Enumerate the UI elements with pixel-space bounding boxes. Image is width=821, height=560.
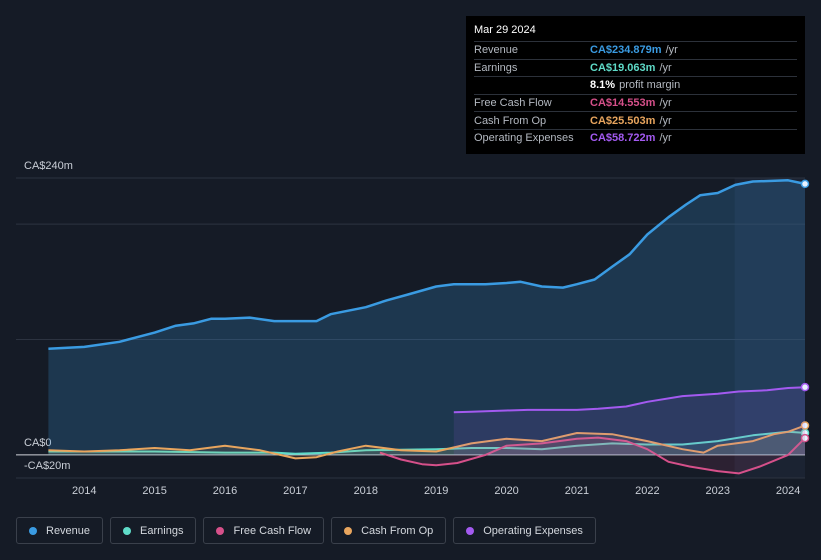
legend-label: Earnings <box>140 524 184 537</box>
tooltip-row: Free Cash Flow CA$14.553m/yr <box>474 93 797 112</box>
tooltip-row: Earnings CA$19.063m/yr <box>474 58 797 77</box>
series-area <box>48 180 805 455</box>
x-tick-label: 2024 <box>776 485 800 497</box>
tooltip-value: CA$14.553m <box>590 97 656 110</box>
x-tick-label: 2014 <box>72 485 96 497</box>
x-tick-label: 2017 <box>283 485 307 497</box>
x-tick-label: 2019 <box>424 485 448 497</box>
tooltip-value: 8.1% <box>590 79 616 92</box>
legend-label: Operating Expenses <box>483 524 583 537</box>
x-tick-label: 2015 <box>142 485 166 497</box>
legend: Revenue Earnings Free Cash Flow Cash From O… <box>16 517 596 544</box>
legend-swatch <box>123 526 132 535</box>
tooltip-row: Revenue CA$234.879m/yr <box>474 41 797 59</box>
tooltip-label: Free Cash Flow <box>474 97 552 110</box>
series-area <box>48 425 805 459</box>
x-tick-label: 2023 <box>705 485 729 497</box>
x-tick-label: 2022 <box>635 485 659 497</box>
tooltip-date: Mar 29 2024 <box>474 24 536 36</box>
x-tick-label: 2018 <box>354 485 378 497</box>
tooltip-value: CA$19.063m <box>590 61 656 74</box>
tooltip-row: Operating Expenses CA$58.722m/yr <box>474 128 797 147</box>
tooltip-unit: /yr <box>659 132 672 145</box>
tooltip-unit: /yr <box>659 97 672 110</box>
tooltip-label: Revenue <box>474 44 519 57</box>
series-line <box>453 386 806 414</box>
legend-item[interactable]: Operating Expenses <box>453 517 596 544</box>
y-tick-label: -CA$20m <box>24 460 70 472</box>
tooltip-label: Operating Expenses <box>474 132 574 145</box>
legend-swatch <box>29 526 37 535</box>
legend-label: Cash From Op <box>361 524 434 537</box>
chart: CA$240m CA$0 -CA$20m 2014 2015 2016 2017 2018 20… <box>16 160 810 497</box>
series-area <box>453 387 805 455</box>
series-area <box>48 431 805 455</box>
tooltip-unit: /yr <box>659 114 672 127</box>
tooltip-label: Earnings <box>474 61 518 74</box>
legend-item[interactable]: Cash From Op <box>331 517 447 544</box>
legend-item[interactable]: Free Cash Flow <box>203 517 325 544</box>
legend-swatch <box>216 526 225 535</box>
tooltip-value: CA$234.879m <box>590 44 662 57</box>
x-tick-label: 2021 <box>565 485 589 497</box>
tooltip-unit: /yr <box>659 61 672 74</box>
series-line <box>379 436 806 475</box>
tooltip-label: Cash From Op <box>474 114 547 127</box>
end-point <box>800 179 810 189</box>
tooltip-value: CA$25.503m <box>590 114 656 127</box>
x-tick-label: 2016 <box>213 485 237 497</box>
legend-item[interactable]: Revenue <box>16 517 104 544</box>
y-tick-label: CA$0 <box>24 437 52 449</box>
tooltip: Mar 29 2024 Revenue CA$234.879m/yr Earning… <box>466 16 805 154</box>
tooltip-unit: /yr <box>665 44 678 57</box>
end-point <box>800 382 810 392</box>
legend-label: Free Cash Flow <box>233 524 312 537</box>
series-line <box>48 424 806 460</box>
tooltip-value: CA$58.722m <box>590 132 656 145</box>
tooltip-row: 8.1% profit margin <box>474 76 797 94</box>
highlight-band <box>734 178 805 478</box>
tooltip-unit: profit margin <box>619 79 681 92</box>
legend-swatch <box>344 526 353 535</box>
y-tick-label: CA$240m <box>24 160 73 172</box>
end-point <box>800 433 810 443</box>
x-tick-label: 2020 <box>494 485 518 497</box>
tooltip-row: Cash From Op CA$25.503m/yr <box>474 111 797 129</box>
legend-item[interactable]: Earnings <box>110 517 197 544</box>
legend-label: Revenue <box>46 524 91 537</box>
series-line <box>48 179 806 351</box>
series-line <box>48 430 806 455</box>
legend-swatch <box>466 526 475 535</box>
end-point <box>800 421 810 430</box>
series-area <box>379 437 805 474</box>
